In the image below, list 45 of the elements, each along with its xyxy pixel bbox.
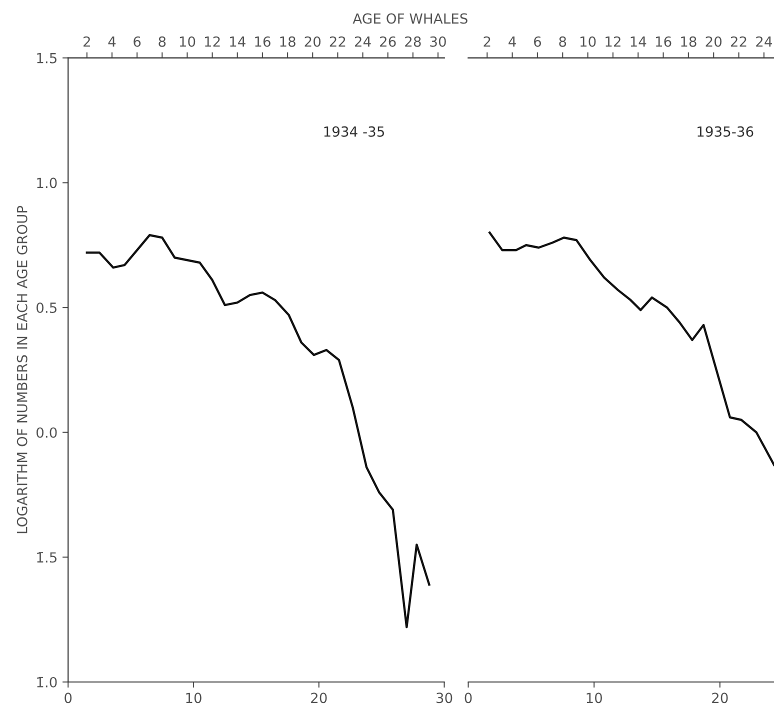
x2-tick-label: 22: [730, 36, 746, 47]
x-tick-label: 0: [64, 692, 72, 704]
x2-tick-label: 20: [304, 36, 321, 47]
x-tick-label: 30: [436, 692, 452, 704]
x2-tick-label: 6: [534, 36, 542, 47]
x2-tick-label: 20: [706, 36, 722, 47]
x-tick-label: 10: [586, 692, 602, 704]
x2-tick-label: 2: [84, 36, 90, 47]
x2-tick-label: 8: [559, 36, 566, 47]
x2-tick-label: 6: [134, 36, 141, 47]
text: 1935-36: [698, 126, 754, 137]
x2-tick-label: 24: [354, 36, 371, 47]
x2-tick-label: 4: [508, 36, 516, 47]
y-tick-label: 0.5: [36, 302, 56, 314]
y-tick-label: 1.5: [37, 53, 56, 64]
x-tick-label: 0: [464, 692, 472, 704]
x2-tick-label: 10: [580, 36, 596, 47]
x2-tick-label: 12: [204, 36, 220, 47]
x2-tick-label: 24: [756, 36, 772, 47]
x2-tick-label: 30: [430, 36, 446, 47]
x2-tick-label: 10: [180, 36, 196, 47]
x-tick-label: 20: [712, 692, 728, 704]
y-tick-label: 1̄.0: [37, 676, 57, 688]
y-tick-label: 1̄.5: [37, 552, 56, 563]
x-tick-label: 20: [311, 692, 327, 704]
x2-tick-label: 2: [484, 36, 490, 47]
x2-tick-label: 16: [656, 36, 672, 47]
x2-axis-title: AGE OF WHALES: [352, 13, 468, 24]
y-tick-label: 0.0: [36, 427, 57, 438]
x2-tick-label: 26: [380, 36, 396, 47]
line-series: [86, 234, 430, 628]
text: 1934 -35: [324, 126, 384, 137]
x2-tick-label: 18: [681, 36, 696, 47]
x2-tick-label: 28: [405, 36, 421, 47]
x2-tick-label: 22: [330, 36, 346, 47]
x2-tick-label: 8: [158, 36, 166, 47]
x2-tick-label: 12: [606, 36, 620, 47]
x2-tick-label: 18: [280, 36, 296, 47]
x-tick-label: 10: [186, 692, 202, 704]
x2-tick-label: 4: [108, 36, 116, 47]
x2-tick-label: 14: [230, 36, 246, 47]
y-axis-title: LOGARITHM OF NUMBERS IN EACH AGE GROUP: [16, 206, 28, 534]
y-tick-label: 1.0: [37, 178, 57, 188]
x2-tick-label: 16: [255, 36, 270, 47]
x2-tick-label: 14: [630, 36, 646, 47]
